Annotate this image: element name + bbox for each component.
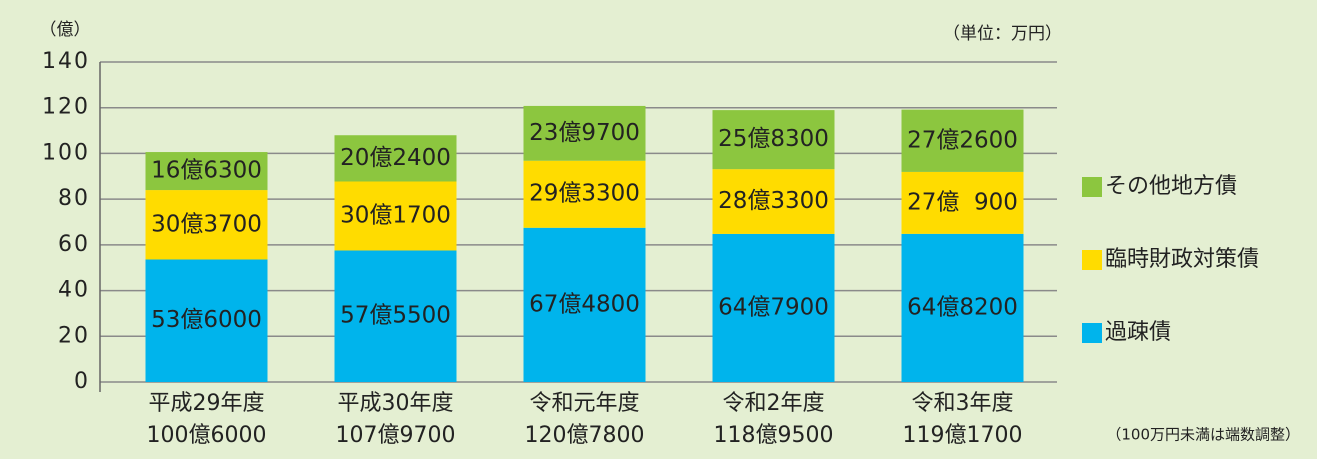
bar-segment xyxy=(901,171,1024,234)
legend-label: 臨時財政対策債 xyxy=(1105,247,1259,272)
category-total: 100億6000 xyxy=(147,423,267,448)
data-label: 23億9700 xyxy=(529,120,640,146)
y-tick-label: 60 xyxy=(58,232,90,257)
bar-segment xyxy=(901,233,1024,382)
data-label: 28億3300 xyxy=(718,188,829,214)
x-tick-label: 平成29年度 xyxy=(149,391,265,416)
bar-segment xyxy=(334,135,457,182)
category-total: 107億9700 xyxy=(336,423,456,448)
x-tick-label: 令和元年度 xyxy=(529,391,639,416)
unit-note: （単位：万円） xyxy=(943,24,1062,44)
legend-label: その他地方債 xyxy=(1105,174,1237,199)
category-total: 118億9500 xyxy=(714,423,834,448)
bar-segment xyxy=(334,181,457,251)
legend-label: 過疎債 xyxy=(1105,320,1171,345)
data-label: 30億1700 xyxy=(340,202,451,228)
bar-segment xyxy=(334,250,457,382)
y-unit: （億） xyxy=(40,20,91,40)
footnote: （100万円未満は端数調整） xyxy=(1106,426,1300,444)
bar-segment xyxy=(901,109,1024,172)
legend-swatch xyxy=(1082,323,1102,343)
bar-segment xyxy=(712,169,835,234)
bar-segment xyxy=(145,259,268,382)
data-label: 53億6000 xyxy=(151,307,262,333)
data-label: 57億5500 xyxy=(340,303,451,329)
bar-segment xyxy=(523,105,646,161)
x-tick-label: 令和2年度 xyxy=(723,391,825,416)
y-tick-label: 80 xyxy=(58,186,90,211)
bar-segment xyxy=(712,110,835,170)
data-label: 29億3300 xyxy=(529,181,640,207)
data-label: 20億2400 xyxy=(340,145,451,171)
y-tick-label: 120 xyxy=(42,95,90,120)
data-label: 27億2600 xyxy=(907,127,1018,153)
bar-segment xyxy=(145,152,268,191)
x-tick-label: 平成30年度 xyxy=(338,391,454,416)
data-label: 64億8200 xyxy=(907,294,1018,320)
y-tick-label: 40 xyxy=(58,278,90,303)
data-label: 25億8300 xyxy=(718,126,829,152)
y-tick-label: 20 xyxy=(58,323,90,348)
data-label: 67億4800 xyxy=(529,291,640,317)
legend-swatch xyxy=(1082,250,1102,270)
data-label: 16億6300 xyxy=(151,158,262,184)
y-tick-label: 100 xyxy=(42,140,90,165)
y-tick-label: 0 xyxy=(74,369,90,394)
data-label: 64億7900 xyxy=(718,294,829,320)
data-label: 27億 900 xyxy=(907,189,1018,215)
y-tick-label: 140 xyxy=(42,49,90,74)
category-total: 119億1700 xyxy=(903,423,1023,448)
legend-swatch xyxy=(1082,177,1102,197)
x-tick-label: 令和3年度 xyxy=(912,391,1014,416)
bar-segment xyxy=(712,233,835,382)
bar-segment xyxy=(145,190,268,260)
category-total: 120億7800 xyxy=(525,423,645,448)
bar-segment xyxy=(523,227,646,382)
bar-segment xyxy=(523,160,646,228)
data-label: 30億3700 xyxy=(151,211,262,237)
